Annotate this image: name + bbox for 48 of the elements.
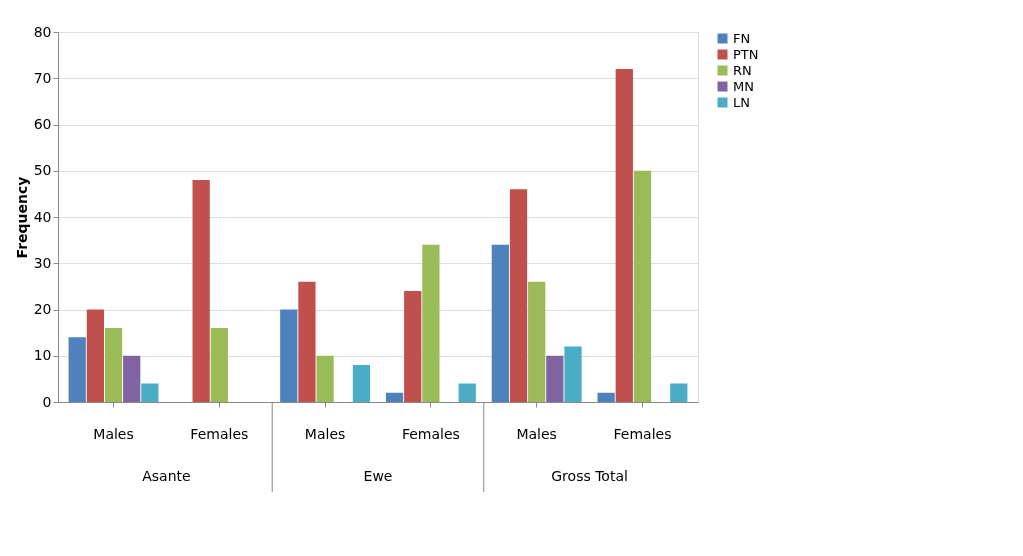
- y-tick-label: 10: [33, 347, 52, 364]
- x-tick-label: Males: [304, 425, 346, 442]
- bar: [670, 383, 688, 402]
- bar: [633, 170, 652, 402]
- bar: [546, 355, 564, 402]
- bar: [491, 244, 509, 402]
- x-tick-label: Females: [613, 425, 672, 442]
- bar: [458, 383, 476, 402]
- bar: [597, 392, 615, 402]
- legend-label: PTN: [733, 46, 759, 62]
- bar: [316, 355, 334, 402]
- y-tick-label: 70: [33, 69, 52, 86]
- text: Gross Total: [551, 468, 628, 484]
- y-tick-label: 60: [33, 116, 52, 132]
- bar: [86, 309, 104, 402]
- bar: [385, 392, 404, 402]
- y-tick-label: 80: [33, 23, 52, 40]
- text: Ewe: [363, 468, 393, 484]
- bar: [509, 189, 528, 402]
- y-tick-label: 0: [42, 393, 52, 410]
- bar: [104, 328, 123, 402]
- bar: [564, 346, 582, 402]
- bar: [615, 69, 633, 402]
- bar: [528, 281, 546, 402]
- bar: [298, 281, 316, 402]
- bar: [422, 244, 440, 402]
- legend-label: RN: [733, 62, 752, 78]
- bar: [404, 291, 422, 402]
- bar: [68, 337, 86, 402]
- y-tick-label: 50: [33, 162, 52, 179]
- y-tick-label: 40: [33, 208, 52, 225]
- x-tick-label: Males: [516, 425, 557, 442]
- y-tick-label: 20: [33, 301, 52, 317]
- x-tick-label: Males: [93, 425, 134, 442]
- bar: [192, 180, 210, 402]
- bar: [210, 328, 228, 402]
- text: Asante: [142, 468, 191, 484]
- y-axis-title: Frequency: [13, 176, 30, 259]
- bar: [280, 309, 298, 402]
- x-tick-label: Females: [401, 425, 460, 442]
- legend-label: LN: [733, 94, 750, 110]
- bar: [352, 365, 371, 402]
- legend-label: FN: [733, 30, 751, 46]
- bar: [123, 355, 141, 402]
- legend-label: MN: [733, 78, 754, 94]
- y-tick-label: 30: [33, 254, 52, 271]
- x-tick-label: Females: [190, 425, 249, 442]
- bar: [141, 383, 159, 402]
